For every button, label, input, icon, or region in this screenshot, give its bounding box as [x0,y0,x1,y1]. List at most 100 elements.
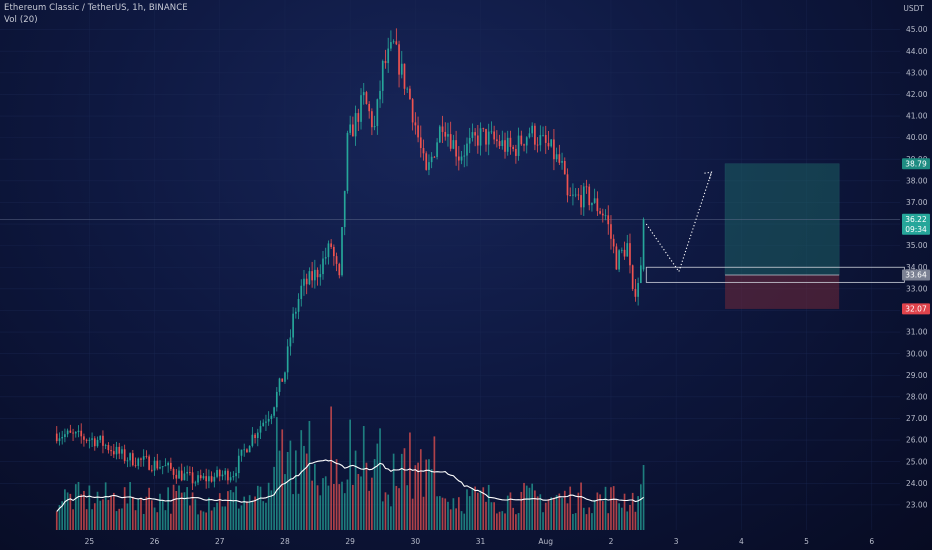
volume-bar [254,496,256,530]
candle-body [615,246,618,270]
candle-body [194,482,197,484]
candle-body [403,63,406,89]
candle-body [159,467,161,469]
candle-body [371,111,373,128]
candle-body [278,378,281,392]
candle-body [308,271,311,285]
volume-bar [631,492,634,530]
volume-bar [471,488,474,530]
volume-bar [126,503,129,530]
volume-bar [371,477,373,530]
candle-body [208,476,210,482]
candle-body [610,224,612,239]
candle-body [466,143,468,156]
candle-body [620,249,623,251]
volume-bar [305,453,308,530]
candle-body [417,125,419,138]
candle-body [243,449,246,451]
volume-bar [180,492,183,530]
candle-body [558,154,561,163]
volume-bar [183,492,186,530]
candle-body [485,129,487,145]
candle-body [376,99,379,126]
candle-body [156,460,159,469]
volume-bar [96,491,99,530]
candle-body [471,132,474,138]
volume-bar [352,484,354,530]
candle-body [561,160,563,163]
candle-body [175,474,178,479]
volume-bar [496,513,498,530]
candle-body [121,449,123,454]
candle-body [164,465,167,467]
candle-body [191,472,194,484]
volume-bar [430,469,433,530]
volume-bar [574,513,577,530]
y-tick-label: 41.00 [906,112,928,121]
volume-bar [482,487,485,530]
candle-body [267,419,270,422]
volume-bar [227,491,229,530]
volume-bar [292,494,294,530]
volume-bar [316,485,319,530]
candle-body [229,477,232,481]
volume-bar [504,513,506,530]
volume-bar [517,513,520,530]
candle-body [601,213,604,216]
volume-bar [620,507,623,530]
candle-body [468,137,471,144]
candle-body [482,128,485,130]
volume-bar [474,486,476,530]
candle-body [577,194,580,196]
volume-bar [444,498,447,530]
y-tick-label: 37.00 [906,198,928,207]
volume-bar [596,492,599,530]
candle-body [531,125,534,134]
volume-bar [178,485,180,530]
y-tick-label: 33.00 [906,284,928,293]
volume-bar [161,500,164,530]
candle-body [626,243,629,257]
candle-body [186,472,189,474]
volume-bar [170,513,172,530]
volume-bar [137,498,140,530]
candle-body [517,135,520,156]
candle-body [335,256,338,264]
volume-bar [61,501,64,530]
volume-bar [612,486,615,530]
price-unit-label: USDT [903,4,924,13]
volume-bar [286,452,289,530]
candle-body [542,134,544,136]
volume-bar [300,430,303,530]
volume-ma-line [56,459,644,512]
candle-body [547,142,550,147]
volume-bar [357,473,360,530]
y-tick-label: 43.00 [906,68,928,77]
price-axis: 23.00 24.00 25.00 26.00 27.00 28.00 29.00 30.00… [906,25,928,509]
candle-body [411,99,414,123]
volume-bar [387,494,390,530]
candle-body [422,148,425,154]
volume-bar [77,481,80,530]
candle-body [392,41,395,43]
candle-body [379,90,381,100]
candle-body [148,456,150,470]
volume-bar [134,510,137,530]
volume-bar [118,508,121,530]
volume-indicator-label[interactable]: Vol (20) [4,15,38,25]
volume-bar [544,502,547,530]
volume-bar [629,504,631,530]
candle-body [289,337,292,347]
volume-bar [563,490,566,530]
candle-body [254,434,256,439]
price-label: 33.64 [905,271,927,280]
volume-bar [626,511,629,530]
volume-bar [360,476,362,530]
candle-body [438,126,441,143]
candle-body [580,195,582,208]
candle-body [360,95,362,122]
candle-body [197,475,199,483]
volume-bar [436,496,438,530]
candle-body [104,445,107,446]
